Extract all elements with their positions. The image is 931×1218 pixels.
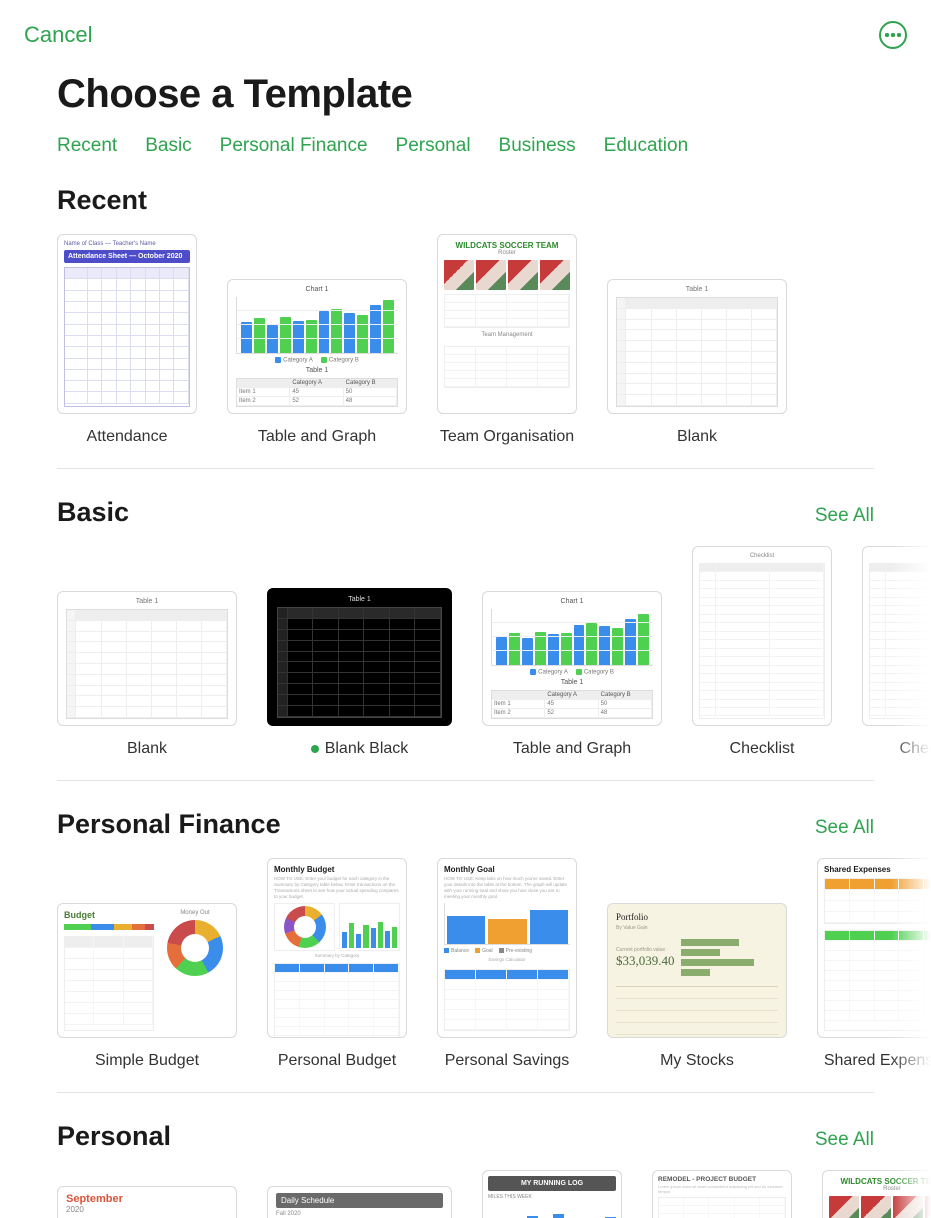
template-label: My Stocks (660, 1052, 734, 1070)
template-label: Table and Graph (513, 740, 631, 758)
thumbnail: Checklist (692, 546, 832, 726)
donut-chart-icon (167, 920, 223, 976)
template-personal-budget[interactable]: Monthly Budget HOW TO USE: Enter your bu… (267, 858, 407, 1070)
thumbnail: Table 1 (267, 588, 452, 726)
tab-basic[interactable]: Basic (145, 135, 191, 157)
template-label: Simple Budget (95, 1052, 199, 1070)
tab-recent[interactable]: Recent (57, 135, 117, 157)
more-icon (885, 33, 888, 36)
template-running-log[interactable]: MY RUNNING LOG MILES THIS WEEK (482, 1170, 622, 1218)
tab-personal-finance[interactable]: Personal Finance (220, 135, 368, 157)
tab-personal[interactable]: Personal (396, 135, 471, 157)
section-personal: Personal See All September 2020 Daily Sc… (57, 1121, 931, 1218)
more-button[interactable] (879, 21, 907, 49)
template-label: Personal Budget (278, 1052, 396, 1070)
template-label: Table and Graph (258, 428, 376, 446)
section-recent: Recent Name of Class — Teacher's Name At… (57, 185, 931, 469)
see-all-button[interactable]: See All (815, 505, 874, 527)
thumbnail: MY RUNNING LOG MILES THIS WEEK (482, 1170, 622, 1218)
category-tabs: Recent Basic Personal Finance Personal B… (57, 135, 931, 157)
template-personal-savings[interactable]: Monthly Goal HOW TO USE: Keep tabs on ho… (437, 858, 577, 1070)
template-blank[interactable]: Table 1 Blank (607, 279, 787, 446)
selected-indicator-icon (311, 745, 319, 753)
see-all-button[interactable]: See All (815, 817, 874, 839)
thumbnail: Chart 1 Category A Category B Table 1 Ca… (227, 279, 407, 414)
thumbnail (862, 546, 931, 726)
thumbnail: Portfolio By Value Gain Current portfoli… (607, 903, 787, 1038)
thumbnail: Monthly Budget HOW TO USE: Enter your bu… (267, 858, 407, 1038)
template-label: Checklist (900, 740, 931, 758)
template-label: Personal Savings (445, 1052, 570, 1070)
template-label: Attendance (87, 428, 168, 446)
page-title: Choose a Template (57, 72, 931, 117)
section-title: Recent (57, 185, 147, 216)
template-my-stocks[interactable]: Portfolio By Value Gain Current portfoli… (607, 903, 787, 1070)
thumbnail: REMODEL - PROJECT BUDGET Lorem ipsum dol… (652, 1170, 792, 1218)
section-title: Basic (57, 497, 129, 528)
template-calendar[interactable]: September 2020 (57, 1186, 237, 1218)
section-title: Personal Finance (57, 809, 281, 840)
donut-chart-icon (284, 906, 326, 948)
tab-education[interactable]: Education (604, 135, 689, 157)
template-blank[interactable]: Table 1 Blank (57, 591, 237, 758)
section-personal-finance: Personal Finance See All Budget Money Ou… (57, 809, 931, 1093)
thumbnail: Daily Schedule Fall 2020 (267, 1186, 452, 1218)
template-shared-expenses[interactable]: Shared Expenses Shared Expenses (817, 858, 931, 1070)
template-label: Blank (127, 740, 167, 758)
template-label: Blank (677, 428, 717, 446)
template-blank-black[interactable]: Table 1 Blank Black (267, 588, 452, 758)
see-all-button[interactable]: See All (815, 1129, 874, 1151)
thumbnail: WILDCATS SOCCER TEAM Roster Team Managem… (437, 234, 577, 414)
template-label: Shared Expenses (824, 1052, 931, 1070)
thumbnail: Monthly Goal HOW TO USE: Keep tabs on ho… (437, 858, 577, 1038)
template-team-organisation[interactable]: WILDCATS SOCCER TEAM Roster (822, 1170, 931, 1218)
template-table-and-graph[interactable]: Chart 1 Category A Category B Table 1 Ca… (227, 279, 407, 446)
thumbnail: Name of Class — Teacher's Name Attendanc… (57, 234, 197, 414)
template-label: Checklist (730, 740, 795, 758)
template-daily-schedule[interactable]: Daily Schedule Fall 2020 (267, 1186, 452, 1218)
template-checklist-2[interactable]: Checklist (862, 546, 931, 758)
template-simple-budget[interactable]: Budget Money Out Simple Budget (57, 903, 237, 1070)
template-label: Blank Black (311, 740, 409, 758)
template-checklist[interactable]: Checklist Checklist (692, 546, 832, 758)
template-remodel-budget[interactable]: REMODEL - PROJECT BUDGET Lorem ipsum dol… (652, 1170, 792, 1218)
template-table-and-graph[interactable]: Chart 1 Category A Category B Table 1 Ca… (482, 591, 662, 758)
template-label: Team Organisation (440, 428, 574, 446)
template-attendance[interactable]: Name of Class — Teacher's Name Attendanc… (57, 234, 197, 446)
thumbnail: September 2020 (57, 1186, 237, 1218)
thumbnail: WILDCATS SOCCER TEAM Roster (822, 1170, 931, 1218)
thumbnail: Budget Money Out (57, 903, 237, 1038)
section-title: Personal (57, 1121, 171, 1152)
thumbnail: Shared Expenses (817, 858, 931, 1038)
tab-business[interactable]: Business (499, 135, 576, 157)
thumbnail: Table 1 (57, 591, 237, 726)
section-basic: Basic See All Table 1 Blank Table 1 B (57, 497, 931, 781)
template-team-organisation[interactable]: WILDCATS SOCCER TEAM Roster Team Managem… (437, 234, 577, 446)
thumbnail: Chart 1 Category A Category B Table 1 Ca… (482, 591, 662, 726)
thumbnail: Table 1 (607, 279, 787, 414)
cancel-button[interactable]: Cancel (24, 22, 92, 48)
